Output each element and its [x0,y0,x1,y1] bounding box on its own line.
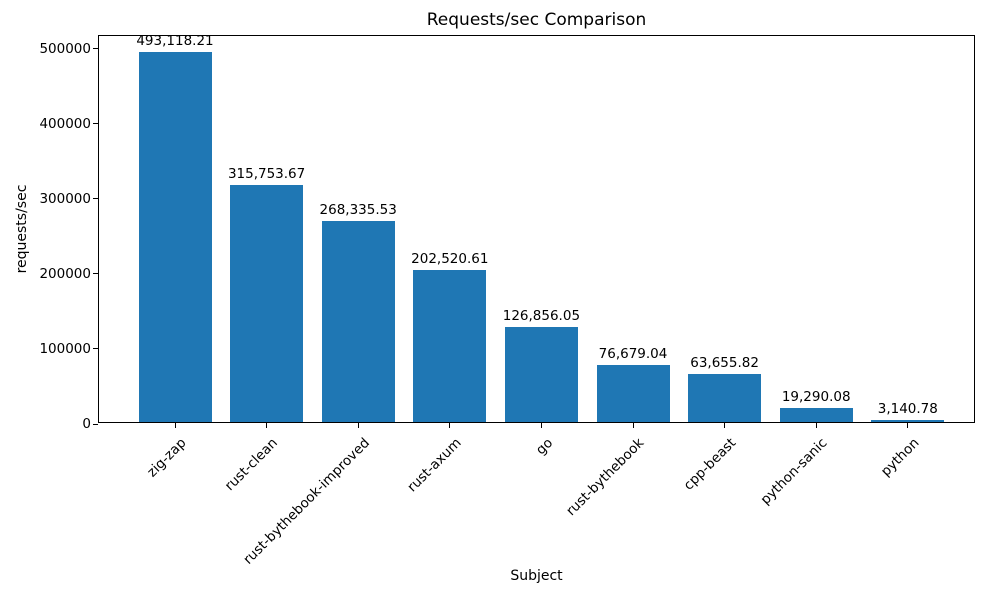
bar [779,407,853,422]
x-axis-label: Subject [510,568,563,584]
y-tick-mark [93,423,98,425]
bar-value-label: 268,335.53 [319,201,397,218]
bar [413,270,487,422]
bar [321,220,395,422]
y-tick-label: 100000 [39,340,91,357]
chart-title: Requests/sec Comparison [426,10,647,30]
bar-value-label: 19,290.08 [781,388,851,405]
y-tick-label: 200000 [39,265,91,282]
bar-value-label: 76,679.04 [598,345,668,362]
x-tick-mark [540,423,542,428]
y-tick-mark [93,198,98,200]
bar [596,364,670,422]
x-tick-mark [174,423,176,428]
x-tick-mark [907,423,909,428]
bar [871,419,945,422]
y-tick-mark [93,273,98,275]
y-tick-label: 400000 [39,115,91,132]
x-tick-mark [632,423,634,428]
plot-area: 0 100000 200000 300000 400000 500000 493,118.2… [39,34,975,568]
bar-value-label: 202,520.61 [411,251,489,268]
bar [230,185,304,422]
bar-value-label: 493,118.21 [136,33,214,50]
y-tick-mark [93,48,98,50]
x-tick-mark [357,423,359,428]
bar [138,52,212,422]
y-tick-mark [93,123,98,125]
bar-value-label: 3,140.78 [877,400,938,417]
bar [688,374,762,422]
bar [504,326,578,422]
y-tick-label: 300000 [39,190,91,207]
x-tick-mark [449,423,451,428]
x-tick-label: python [877,435,923,480]
bar-value-label: 315,753.67 [227,166,306,183]
bar-value-label: 63,655.82 [690,355,759,372]
x-tick-mark [724,423,726,428]
bar-value-label: 126,856.05 [502,307,581,324]
y-tick-label: 500000 [39,40,91,57]
y-tick-mark [93,348,98,350]
x-tick-mark [266,423,268,428]
x-tick-mark [815,423,817,428]
y-tick-label: 0 [82,416,91,432]
